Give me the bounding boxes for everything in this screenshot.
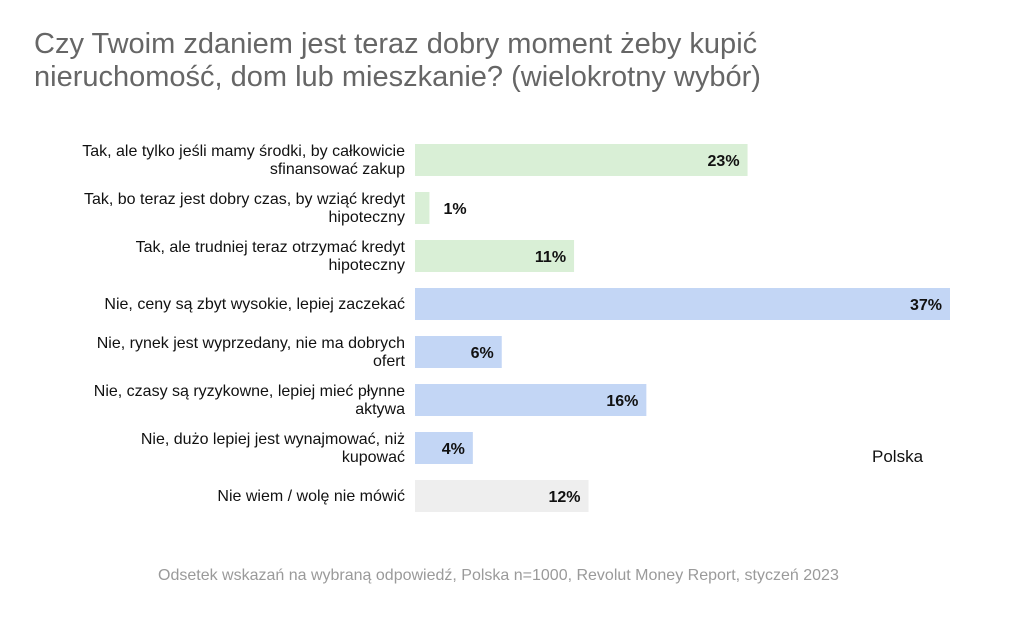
bar-1 [415, 192, 430, 224]
value-label-4: 6% [471, 345, 494, 362]
value-label-6: 4% [442, 441, 465, 458]
category-label-3: Nie, ceny są zbyt wysokie, lepiej zaczek… [104, 296, 405, 313]
bar-7 [415, 480, 589, 512]
category-label-1: Tak, bo teraz jest dobry czas, by wziąć … [84, 191, 406, 226]
category-label-7: Nie wiem / wolę nie mówić [217, 488, 405, 505]
bar-2 [415, 240, 575, 272]
value-label-1: 1% [443, 201, 466, 218]
category-label-6: Nie, dużo lepiej jest wynajmować, niż kup… [141, 431, 405, 466]
value-label-7: 12% [548, 489, 580, 506]
category-label-4: Nie, rynek jest wyprzedany, nie ma dobry… [97, 335, 406, 370]
category-label-5: Nie, czasy są ryzykowne, lepiej mieć pły… [94, 383, 405, 418]
bar-0 [415, 144, 748, 176]
bar-5 [415, 384, 647, 416]
value-label-2: 11% [535, 249, 566, 266]
value-label-0: 23% [708, 153, 740, 170]
legend-label: Polska [872, 447, 924, 466]
bar-6 [415, 432, 473, 464]
bar-4 [415, 336, 502, 368]
value-label-5: 16% [606, 393, 638, 410]
category-label-2: Tak, ale trudniej teraz otrzymać kredyt h… [136, 239, 406, 274]
category-label-0: Tak, ale tylko jeśli mamy środki, by cał… [82, 143, 405, 178]
bar-3 [415, 288, 950, 320]
chart-title: Czy Twoim zdaniem jest teraz dobry momen… [34, 28, 761, 93]
value-label-3: 37% [910, 297, 942, 314]
source-note: Odsetek wskazań na wybraną odpowiedź, Po… [158, 567, 839, 584]
